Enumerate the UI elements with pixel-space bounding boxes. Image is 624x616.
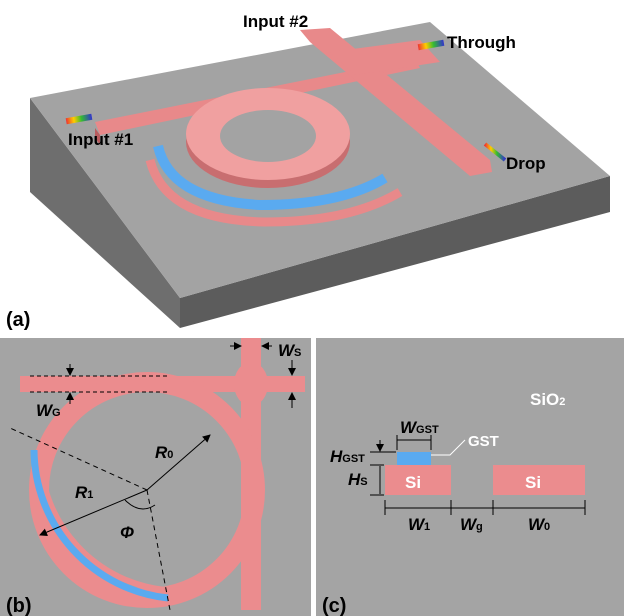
panel-b: WS WG R0 R1 Φ (b) <box>0 338 311 616</box>
label: Through <box>447 33 516 52</box>
label: GST <box>468 433 499 450</box>
ring-hole <box>220 110 316 162</box>
label: Si <box>405 473 421 492</box>
panel-tag: (c) <box>322 595 346 616</box>
panel-tag: (a) <box>6 309 30 331</box>
gst <box>397 452 431 465</box>
label: Φ <box>120 523 134 542</box>
label: Input #1 <box>68 130 133 149</box>
figure: Input #2 Through Input #1 Drop (a) WS WG… <box>0 0 624 616</box>
label: Drop <box>506 154 546 173</box>
page: Input #2 Through Input #1 Drop (a) WS WG… <box>0 0 624 616</box>
panel-a: Input #2 Through Input #1 Drop (a) <box>6 12 610 331</box>
label: Si <box>525 473 541 492</box>
label: Input #2 <box>243 12 308 31</box>
cross <box>234 362 268 406</box>
panel-tag: (b) <box>6 595 32 616</box>
panel-c: Si Si SiO2 GST WGST HGST HS W1 Wg W0 (c) <box>316 338 624 616</box>
